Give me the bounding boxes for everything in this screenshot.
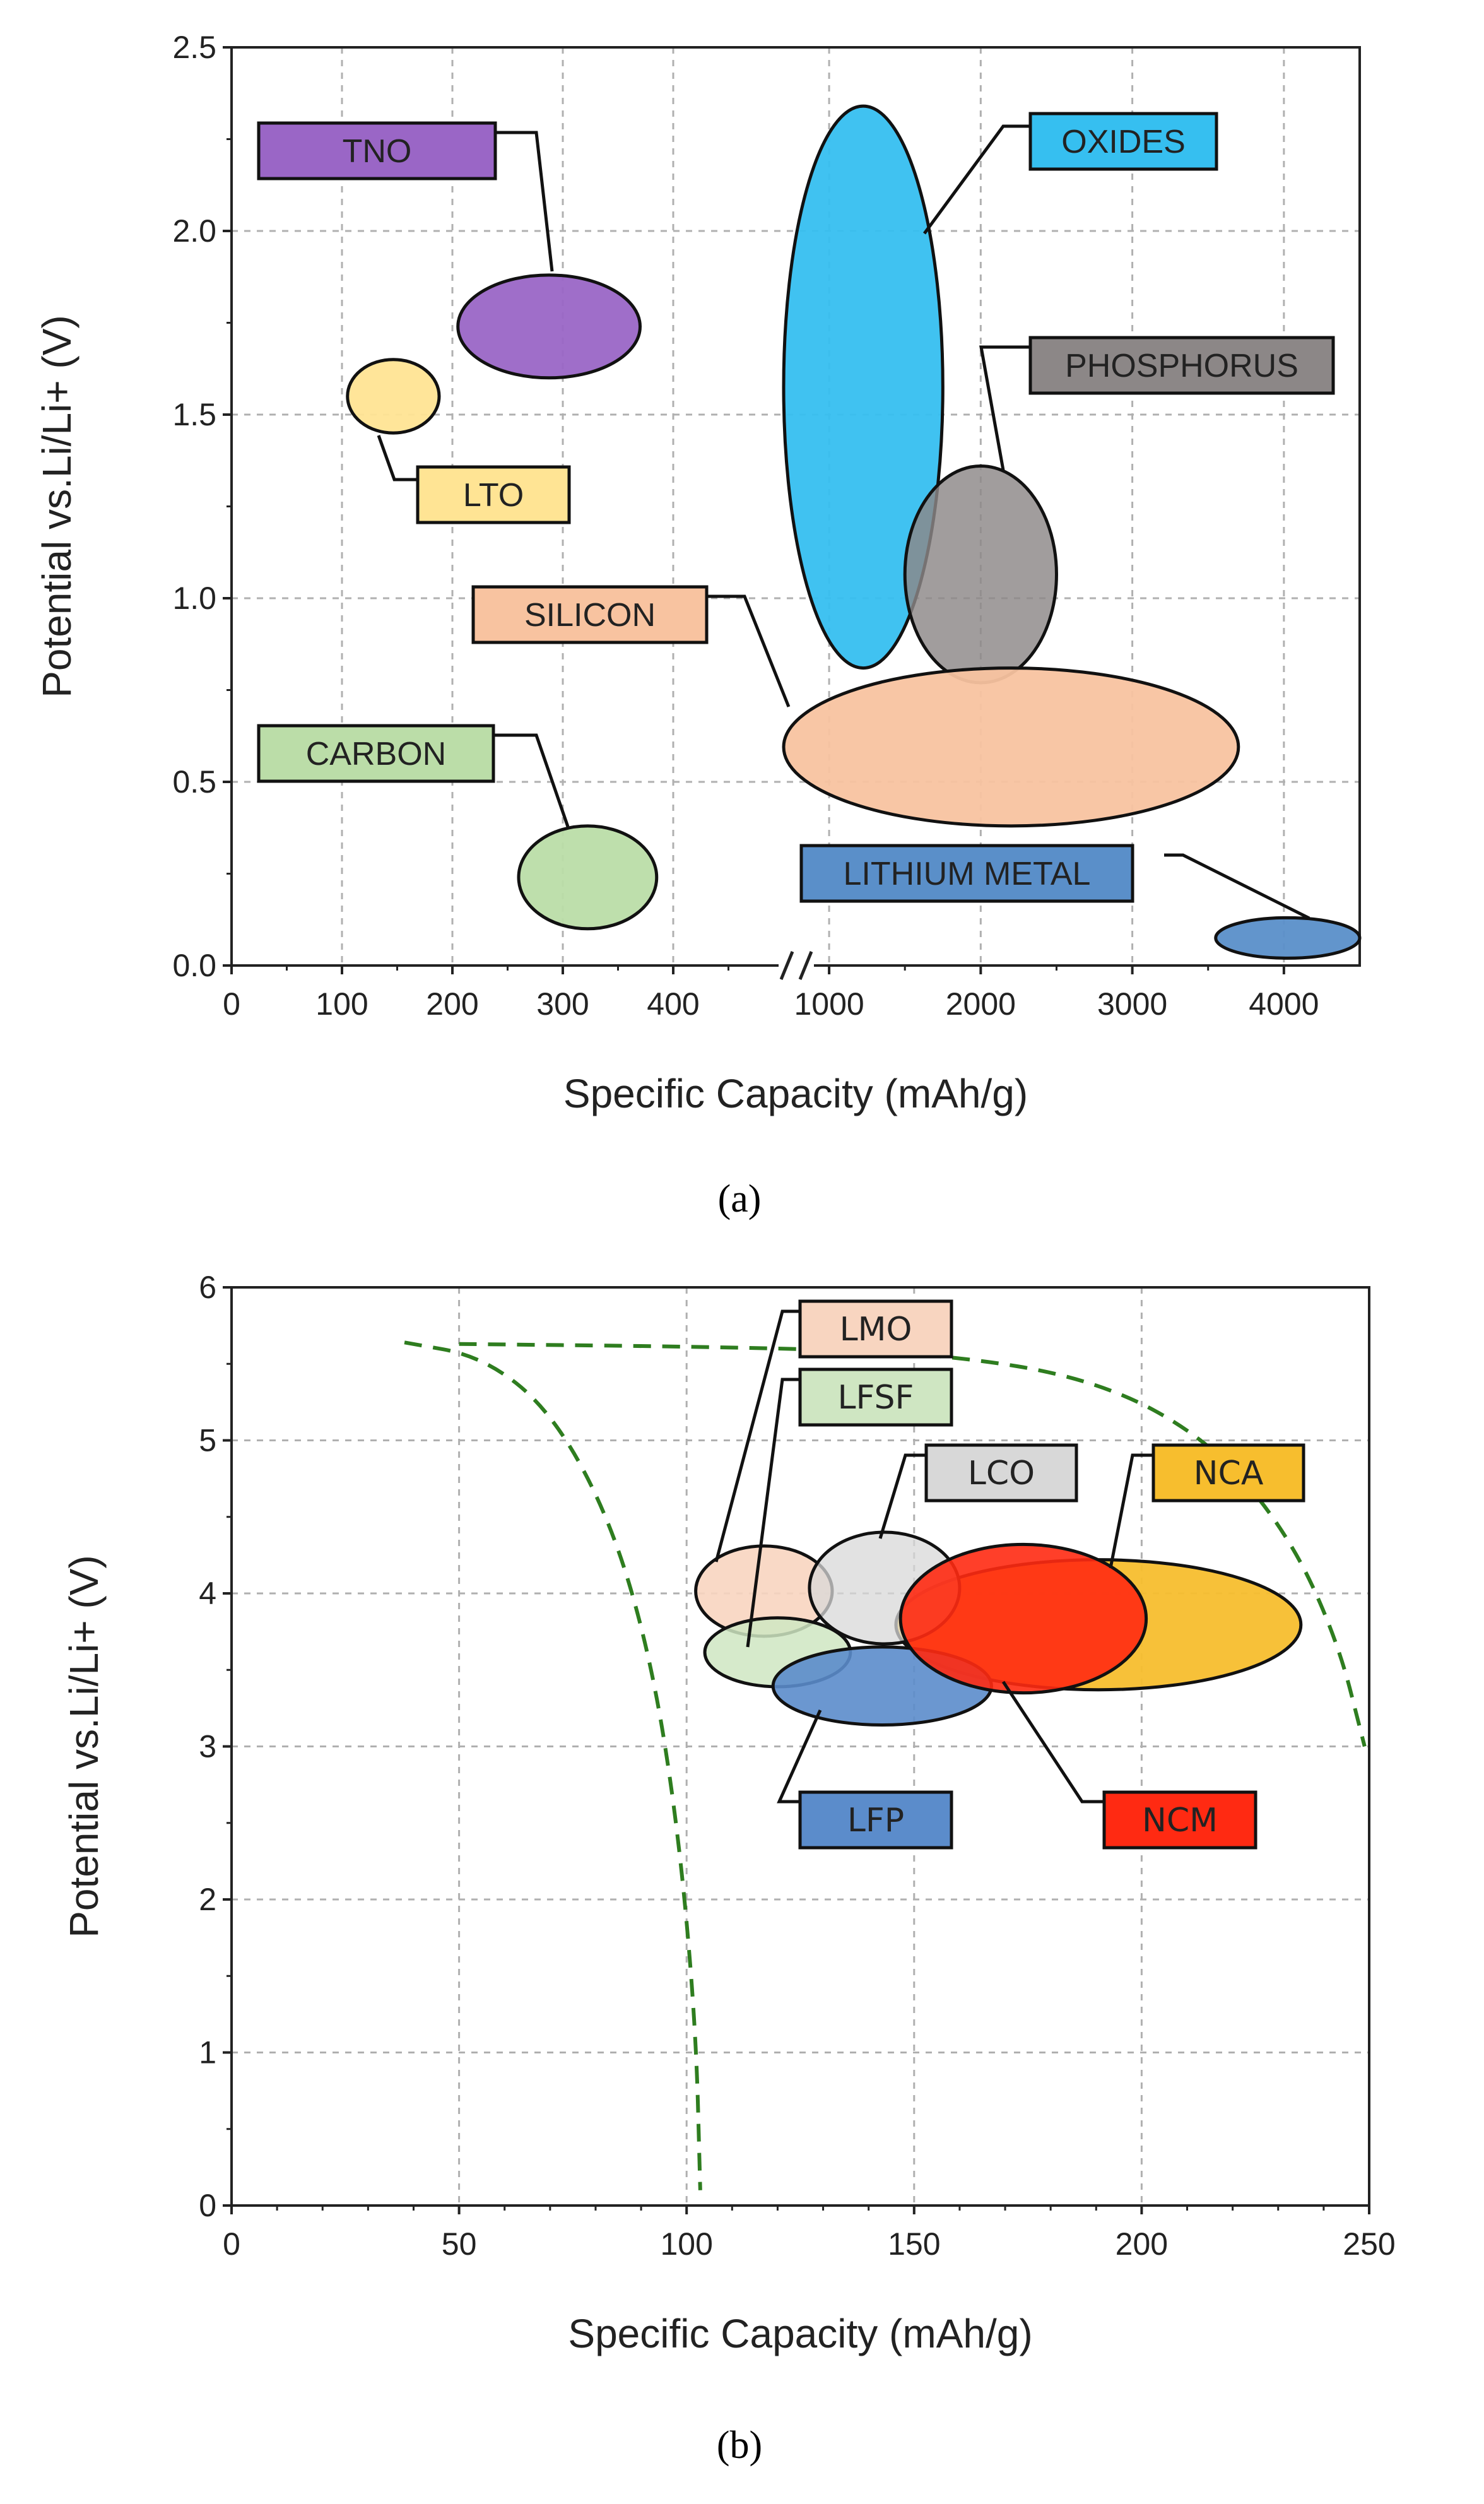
x-tick-label: 50 [442,2226,477,2262]
y-tick-label: 0.0 [172,948,216,983]
y-axis-title: Potential vs.Li/Li+ (V) [61,1555,107,1938]
y-tick-label: 2.5 [172,30,216,65]
bubble-silicon [782,666,1240,828]
x-tick-label: 150 [888,2226,940,2262]
label-box-lfp [798,1790,953,1850]
panel-a-chart: TNO LTO CARBON OXIDES PHOSPHORUS SILICON LITHI… [34,30,1362,1220]
panel-label-b: (b) [717,2424,762,2467]
label-text-lco: LCO [968,1455,1035,1492]
label-text-ncm: NCM [1142,1802,1218,1840]
label-box-carbon [257,724,495,783]
axis-break-mark [798,951,813,980]
label-text-nca: NCA [1194,1455,1264,1492]
x-tick-label: 250 [1343,2226,1395,2262]
y-tick-label: 2.0 [172,213,216,249]
label-text-lfp: LFP [847,1802,904,1840]
y-tick-label: 6 [199,1270,216,1305]
label-text-lmo: LMO [840,1311,912,1349]
x-tick-label: 1000 [794,986,864,1022]
leader-line-carbon [493,733,570,827]
x-axis-title: Specific Capacity (mAh/g) [563,1071,1028,1116]
bubble-tno [456,273,642,380]
label-box-phosphorus [1028,336,1335,395]
label-box-nca [1151,1443,1305,1503]
y-tick-label: 2 [199,1882,216,1917]
label-box-oxides [1028,112,1218,171]
panel-label-a: (a) [718,1178,762,1220]
x-tick-label: 4000 [1249,986,1319,1022]
x-tick-label: 0 [223,986,240,1022]
x-tick-label: 200 [1116,2226,1168,2262]
leader-line-tno [495,131,554,272]
label-text-oxides: OXIDES [1061,124,1186,160]
label-box-silicon [471,585,709,644]
leader-line-lfsf [746,1378,800,1648]
label-box-lithium-metal [799,844,1134,903]
leader-line-silicon [707,594,791,707]
x-tick-label: 100 [660,2226,712,2262]
label-box-lfsf [798,1367,953,1427]
axis-break-mark [779,951,794,980]
label-box-lmo [798,1299,953,1359]
leader-line-oxides [922,124,1030,235]
x-tick-label: 0 [223,2226,240,2262]
leader-line-lithium-metal [1164,853,1310,920]
y-tick-label: 5 [199,1423,216,1458]
boundary-curve-1 [404,1340,702,2190]
x-tick-label: 2000 [946,986,1016,1022]
y-tick-label: 1.5 [172,397,216,432]
x-axis-title: Specific Capacity (mAh/g) [568,2311,1032,2356]
bubble-oxides [782,104,945,670]
leader-line-lmo [714,1309,800,1562]
leader-line-ncm [1001,1680,1104,1804]
panel-b-chart: LMO LFSF LCO NCA LFP NCM 0 1 2 3 4 5 6 0 50 100 150 200 25… [61,1270,1396,2467]
label-box-tno [257,121,497,180]
leader-line-lfp [777,1709,822,1804]
label-text-carbon: CARBON [306,736,446,772]
x-tick-label: 3000 [1097,986,1167,1022]
leader-line-lco [878,1453,926,1539]
label-box-ncm [1102,1790,1257,1850]
label-text-tno: TNO [343,133,412,170]
label-text-phosphorus: PHOSPHORUS [1065,348,1298,384]
label-box-lco [924,1443,1078,1503]
label-text-lto: LTO [463,477,524,514]
label-text-lithium-metal: LITHIUM METAL [844,856,1091,892]
y-tick-label: 1.0 [172,581,216,616]
y-tick-label: 0.5 [172,764,216,800]
bubble-ncm [898,1542,1148,1695]
y-tick-label: 0 [199,2188,216,2223]
x-tick-label: 400 [647,986,699,1022]
x-tick-label: 200 [426,986,478,1022]
leader-line-nca [1109,1453,1153,1569]
y-tick-label: 4 [199,1576,216,1611]
bubble-lto [346,358,441,435]
boundary-curve-2 [459,1342,1367,1747]
label-text-lfsf: LFSF [838,1379,914,1417]
x-tick-label: 300 [536,986,589,1022]
x-tick-label: 100 [315,986,368,1022]
y-tick-label: 3 [199,1729,216,1764]
bubble-phosphorus [903,464,1058,685]
y-axis-title: Potential vs.Li/Li+ (V) [34,315,80,698]
leader-line-lto [377,435,418,481]
label-box-lto [416,465,571,524]
label-text-silicon: SILICON [524,597,656,634]
y-tick-label: 1 [199,2035,216,2070]
bubble-carbon [517,824,659,931]
bubble-lithium-metal [1214,916,1362,960]
leader-line-phosphorus [979,345,1030,471]
